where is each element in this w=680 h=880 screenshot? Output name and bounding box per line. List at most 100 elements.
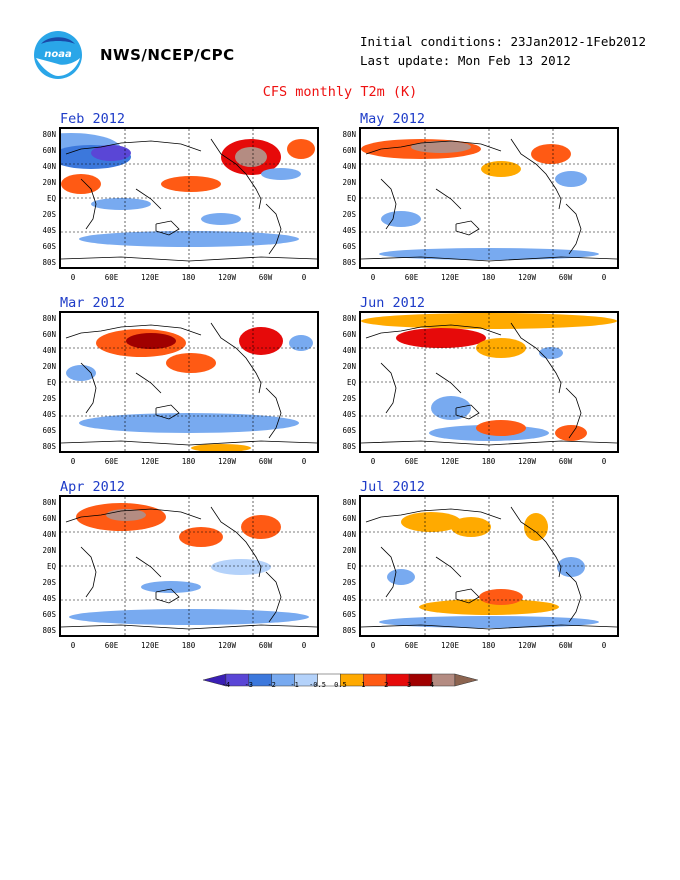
- colorbar-label: -4: [221, 681, 231, 689]
- lat-label: 20S: [42, 210, 56, 219]
- lat-label: 40S: [42, 226, 56, 235]
- lat-label: 80S: [342, 258, 356, 267]
- initial-conditions: Initial conditions: 23Jan2012-1Feb2012: [360, 34, 646, 49]
- anomaly-region: [451, 517, 491, 537]
- lon-label: 0: [370, 273, 376, 282]
- lon-label: 0: [301, 457, 307, 466]
- lat-label: 40S: [42, 594, 56, 603]
- coastline: [510, 322, 562, 394]
- figure-title: CFS monthly T2m (K): [262, 84, 418, 100]
- coastline: [510, 506, 562, 578]
- lat-label: 80S: [42, 626, 56, 635]
- panel-title-1: Feb 2012: [60, 111, 126, 127]
- panel-title-4: Jun 2012: [360, 295, 426, 311]
- lat-label: 60N: [42, 330, 56, 339]
- lat-label: EQ: [46, 378, 56, 387]
- anomaly-region: [179, 527, 223, 547]
- coastline: [265, 203, 282, 255]
- lat-label: 80N: [42, 498, 56, 507]
- lon-label: 120W: [217, 273, 237, 282]
- lon-label: 60W: [558, 457, 573, 466]
- anomaly-region: [166, 353, 216, 373]
- anomaly-region: [287, 139, 315, 159]
- lat-label: 80N: [42, 314, 56, 323]
- map-panel-may: [359, 127, 619, 269]
- anomaly-region: [191, 444, 251, 451]
- coastline: [210, 506, 262, 578]
- anomaly-region: [161, 176, 221, 192]
- lat-label: 40S: [342, 410, 356, 419]
- colorbar-label: -1: [290, 681, 299, 689]
- anomaly-region: [396, 328, 486, 348]
- anomaly-region: [141, 581, 201, 593]
- lat-label: 80S: [342, 442, 356, 451]
- lat-label: 40N: [342, 162, 356, 171]
- lat-label: 40N: [342, 530, 356, 539]
- lat-label: 20S: [342, 210, 356, 219]
- panel-title-6: Jul 2012: [360, 479, 426, 495]
- colorbar-label: 1: [361, 681, 366, 689]
- lon-label: 60E: [104, 273, 119, 282]
- lat-label: 60S: [42, 426, 56, 435]
- agency-name: NWS/NCEP/CPC: [100, 46, 235, 64]
- anomaly-region: [261, 168, 301, 180]
- lon-label: 60W: [258, 641, 273, 650]
- colorbar-label: 2: [384, 681, 389, 689]
- panel-title-2: May 2012: [360, 111, 426, 127]
- lon-label: 120W: [517, 457, 537, 466]
- coastline: [80, 362, 97, 414]
- anomaly-region: [557, 557, 585, 577]
- coastline: [565, 571, 582, 623]
- lon-label: 60E: [104, 457, 119, 466]
- lat-label: 80N: [42, 130, 56, 139]
- anomaly-region: [555, 425, 587, 441]
- lon-label: 180: [481, 641, 496, 650]
- coastline: [135, 556, 162, 578]
- anomaly-region: [381, 211, 421, 227]
- lat-label: 20S: [342, 394, 356, 403]
- coastline: [565, 203, 582, 255]
- lat-label: 60N: [342, 514, 356, 523]
- panel-title-5: Apr 2012: [60, 479, 126, 495]
- lat-label: 80S: [342, 626, 356, 635]
- anomaly-region: [241, 515, 281, 539]
- coastline: [210, 322, 262, 394]
- lat-label: 40S: [42, 410, 56, 419]
- lon-label: 120E: [440, 641, 460, 650]
- coastline: [510, 138, 562, 210]
- lat-label: 80S: [42, 258, 56, 267]
- lat-label: 40S: [342, 594, 356, 603]
- coastline: [435, 188, 462, 210]
- anomaly-region: [211, 559, 271, 575]
- lon-label: 0: [601, 273, 607, 282]
- lon-label: 180: [481, 457, 496, 466]
- coastline: [265, 387, 282, 439]
- anomaly-region: [289, 335, 313, 351]
- coastline: [80, 546, 97, 598]
- lon-label: 60W: [558, 273, 573, 282]
- lat-label: 20N: [342, 362, 356, 371]
- lon-label: 120W: [517, 641, 537, 650]
- lon-label: 0: [370, 457, 376, 466]
- coastline: [80, 178, 97, 230]
- lon-label: 0: [70, 641, 76, 650]
- lon-label: 0: [301, 273, 307, 282]
- lon-label: 60W: [258, 457, 273, 466]
- coastline: [135, 372, 162, 394]
- lat-label: 20S: [42, 394, 56, 403]
- colorbar-label: 3: [406, 681, 412, 689]
- coastline: [380, 362, 397, 414]
- lon-label: 0: [301, 641, 307, 650]
- coastline: [210, 138, 262, 210]
- lat-label: 60N: [342, 146, 356, 155]
- coastline: [135, 188, 162, 210]
- colorbar-label: 0.5: [334, 681, 347, 689]
- anomaly-region: [401, 512, 461, 532]
- colorbar-label: -3: [244, 681, 254, 689]
- lat-label: 20N: [42, 546, 56, 555]
- lat-label: 80N: [342, 314, 356, 323]
- coastline: [365, 324, 502, 339]
- lon-label: 180: [181, 273, 196, 282]
- coastline: [265, 571, 282, 623]
- lat-label: 60S: [342, 242, 356, 251]
